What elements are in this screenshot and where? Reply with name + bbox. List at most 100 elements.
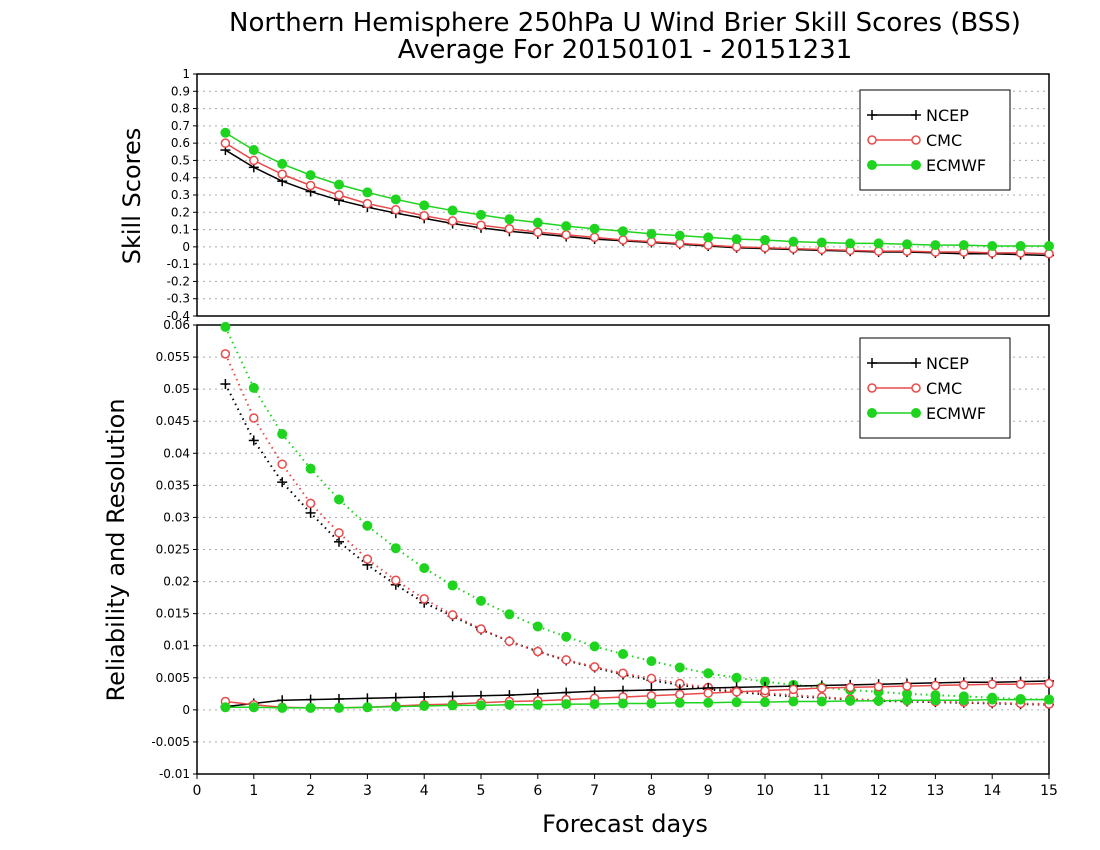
p1-series-ecmwf-point [589, 223, 600, 234]
p2-series-reliability-ncep-point [390, 692, 401, 703]
p1-legend-marker-ncep [911, 110, 921, 120]
p1-frame [196, 73, 1050, 317]
p2-series-reliability-cmc-point [760, 685, 770, 696]
p2-series-reliability-ecmwf-point [703, 697, 714, 708]
p2-series-reliability-ecmwf-point [532, 699, 543, 710]
p2-legend-marker-ecmwf [867, 408, 877, 418]
p1-series-ecmwf-point [958, 240, 969, 251]
chart-title-line1: Northern Hemisphere 250hPa U Wind Brier … [229, 8, 1021, 38]
p2-series-reliability-cmc-point [987, 679, 997, 689]
p2-series-resolution-ecmwf-point [248, 382, 259, 393]
p2-series-reliability-ecmwf-point [589, 699, 600, 710]
p2-series-resolution-ecmwf-point [618, 649, 628, 660]
p2-series-reliability-cmc-point [845, 682, 855, 693]
p1-legend-marker-cmc [911, 135, 921, 145]
xtick-label: 7 [590, 783, 599, 799]
p1-ytick-label: 0.1 [171, 223, 190, 237]
p2-series-resolution-ecmwf-point [277, 429, 288, 440]
p1-ytick-label: 0.6 [171, 136, 190, 150]
p2-series-reliability-ecmwf-point [390, 701, 401, 712]
xtick-label: 12 [870, 783, 888, 799]
p2-series-resolution-ncep-point [277, 477, 288, 488]
x-axis-label: Forecast days [542, 810, 708, 838]
p1-series-ecmwf-point [504, 214, 515, 225]
xtick-label: 6 [533, 783, 542, 799]
panel2-ylabel: Reliability and Resolution [102, 398, 130, 701]
p1-series-ecmwf-point [334, 179, 344, 190]
p1-series-ecmwf-point [703, 232, 714, 243]
p2-series-resolution-cmc-point [220, 349, 231, 359]
p2-legend-marker-ncep [867, 358, 877, 368]
xtick-label: 8 [647, 783, 656, 799]
p2-series-reliability-ecmwf-point [362, 702, 373, 713]
p2-series-resolution-cmc-point [447, 610, 458, 620]
p2-ytick-label: 0.035 [156, 478, 190, 492]
p1-series-cmc-point [362, 198, 373, 209]
p2-legend: NCEP CMC ECMWF [859, 337, 1011, 439]
p2-ytick-label: 0.03 [163, 510, 190, 524]
p2-series-reliability-ecmwf-point [674, 697, 685, 708]
p1-series-cmc-point [391, 204, 401, 215]
p1-series-ecmwf-point [532, 217, 543, 228]
p2-series-resolution-cmc-point [277, 459, 287, 469]
p2-series-reliability-ecmwf-point [987, 694, 998, 705]
p1-legend-label-ecmwf: ECMWF [926, 156, 986, 175]
p2-series-resolution-ecmwf-point [731, 672, 742, 683]
chart-title-line2: Average For 20150101 - 20151231 [398, 35, 853, 65]
p2-ytick-label: 0.025 [156, 543, 190, 557]
p1-series-cmc-point [618, 235, 628, 245]
p2-series-resolution-ecmwf-point [532, 621, 543, 632]
p1-legend: NCEP CMC ECMWF [859, 89, 1011, 191]
p2-ytick-label: 0.01 [163, 639, 190, 653]
p1-series-ecmwf-point [788, 236, 799, 247]
p2-series-resolution-cmc-point [589, 662, 600, 672]
p2-series-resolution-cmc-point [646, 673, 657, 684]
p2-series-resolution-ecmwf-point [390, 543, 401, 554]
p2-series-reliability-ncep-point [305, 694, 316, 705]
p1-ytick-label: -0.2 [167, 274, 190, 288]
p2-series-reliability-cmc-point [1044, 678, 1054, 689]
p1-ytick-label: -0.1 [167, 257, 190, 271]
p1-series-ecmwf-point [987, 240, 998, 251]
p2-series-resolution-ncep-point [248, 435, 259, 446]
p2-ytick-label: 0.045 [156, 414, 190, 428]
p1-ytick-label: 0.7 [171, 119, 190, 133]
p2-series-resolution-cmc-point [391, 575, 401, 586]
p1-series-cmc-point [504, 223, 515, 234]
p2-series-reliability-ecmwf-point [561, 699, 572, 710]
p2-series-resolution-ecmwf-point [334, 494, 344, 505]
xtick-label: 1 [249, 783, 258, 799]
p1-series-cmc-point [249, 155, 259, 166]
p2-series-resolution-ecmwf-point [305, 463, 316, 474]
xtick-label: 5 [477, 783, 486, 799]
p1-series-ecmwf-point [674, 230, 685, 241]
p2-series-reliability-ecmwf-point [277, 702, 288, 713]
p2-series-reliability-ecmwf-point [1015, 694, 1026, 705]
p2-series-resolution-ecmwf-point [646, 656, 657, 667]
p2-series-reliability-ecmwf-point [447, 700, 458, 711]
p1-series-ecmwf-point [873, 238, 884, 249]
p1-series-cmc-point [589, 232, 600, 243]
p1-ytick-label: 0.8 [171, 102, 190, 116]
p2-series-resolution-cmc-point [305, 498, 316, 509]
p1-series-cmc-point [476, 220, 486, 230]
p1-series-ecmwf-point [618, 226, 628, 237]
p1-series-ecmwf-point [476, 209, 486, 220]
p2-series-resolution-cmc-point [561, 655, 571, 665]
p1-series-ecmwf-point [731, 234, 742, 245]
p2-series-resolution-cmc-point [362, 554, 373, 564]
p1-series-ecmwf-point [845, 238, 856, 249]
p1-series-cmc-point [220, 138, 231, 148]
xtick-label: 13 [926, 783, 944, 799]
p1-series-ecmwf-point [816, 237, 827, 248]
p1-legend-marker-cmc [867, 135, 877, 145]
p1-ytick-label: 0.4 [171, 171, 190, 185]
p2-series-resolution-cmc-point [533, 646, 543, 657]
p2-series-reliability-ecmwf-point [646, 698, 657, 709]
p1-legend-marker-ecmwf [911, 160, 921, 170]
p1-series-cmc-point [447, 216, 458, 226]
p2-series-resolution-ecmwf-point [504, 609, 515, 620]
p2-ytick-label: -0.01 [159, 767, 190, 781]
p1-ytick-label: 0.2 [171, 205, 190, 219]
